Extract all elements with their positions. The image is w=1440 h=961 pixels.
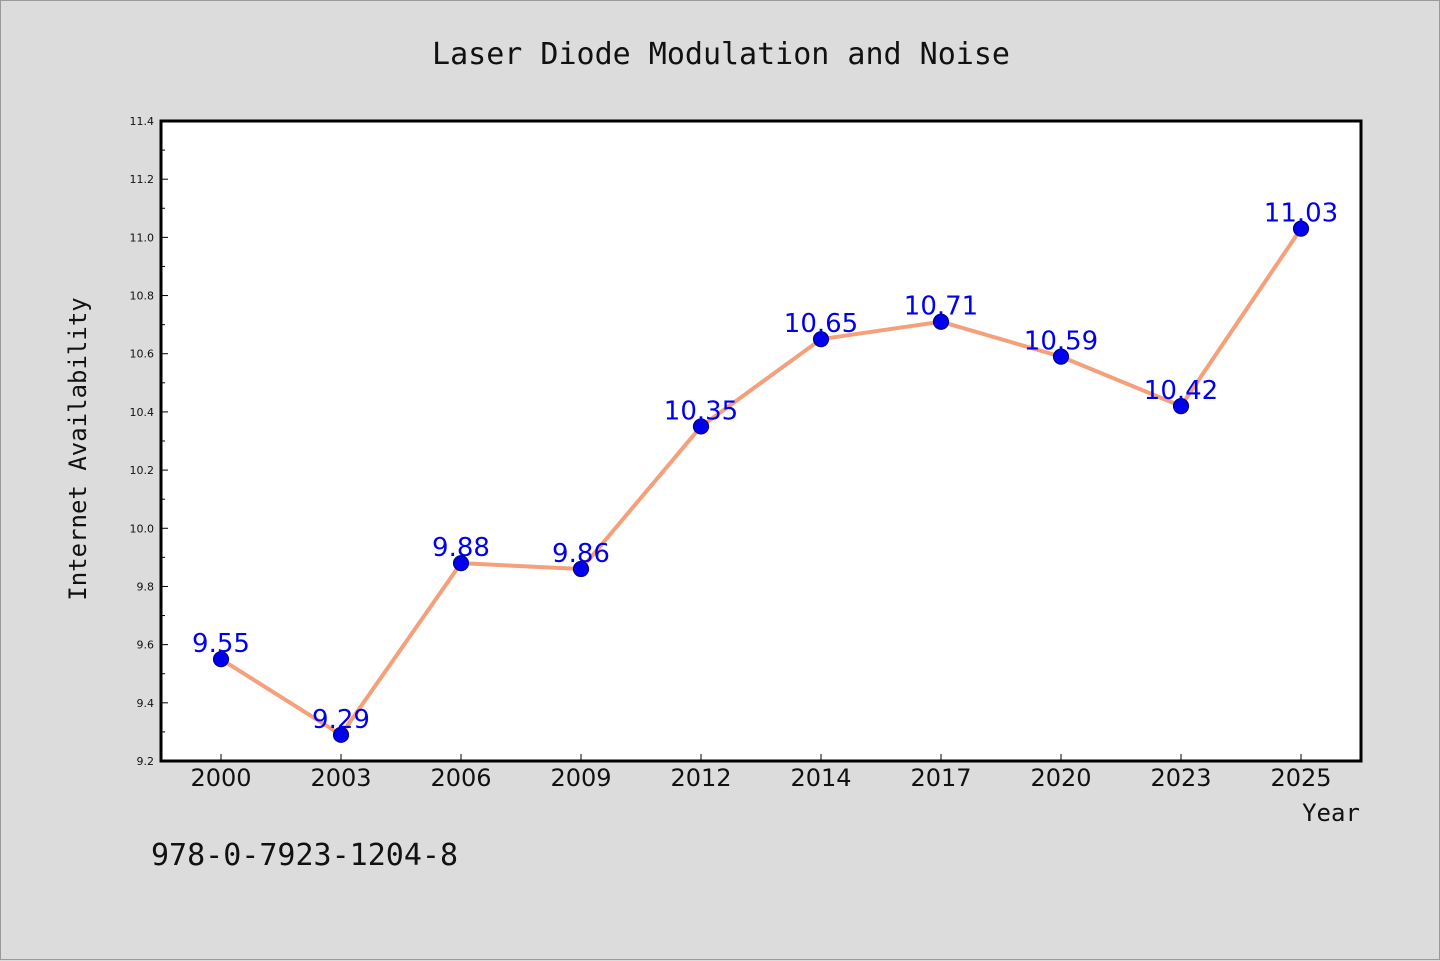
data-point [572, 560, 590, 578]
x-tick-label: 2000 [190, 764, 251, 792]
data-point [812, 331, 830, 348]
y-tick-label: 9.6 [137, 639, 155, 652]
x-axis-ticks: 2000 2003 2006 2009 2012 2014 2017 2020 2023 2025 [190, 754, 1332, 792]
data-point [1292, 220, 1310, 237]
x-tick-label: 2012 [670, 764, 731, 792]
x-axis-label: Year [1302, 799, 1360, 827]
y-tick-label: 10.8 [130, 290, 155, 303]
data-label: 10.42 [1144, 376, 1218, 406]
chart-title: Laser Diode Modulation and Noise [432, 37, 1010, 72]
series-line [219, 227, 1303, 737]
x-tick-label: 2020 [1030, 764, 1091, 792]
y-tick-label: 10.2 [130, 464, 155, 477]
y-axis-label: Internet Availability [64, 297, 92, 600]
data-label: 9.29 [312, 705, 370, 735]
x-tick-label: 2006 [430, 764, 491, 792]
x-tick-label: 2017 [910, 764, 971, 792]
series-layer [212, 220, 1310, 743]
data-label: 10.59 [1024, 327, 1098, 357]
data-point [1052, 348, 1070, 365]
y-axis-ticks: 9.2 9.4 9.6 9.8 10.0 10.2 10.4 10.6 10.8 11.0 11.2… [130, 115, 168, 768]
data-label: 10.71 [904, 292, 978, 322]
data-label: 11.03 [1264, 199, 1338, 229]
data-label: 10.35 [664, 396, 738, 426]
data-point [452, 555, 470, 572]
data-point [692, 418, 710, 435]
y-tick-label: 10.0 [130, 522, 155, 535]
data-labels-layer: 9.55 9.29 9.88 9.86 10.35 10.65 10.71 10.59 10.4… [192, 199, 1338, 735]
data-point [932, 313, 950, 330]
data-point [1172, 397, 1190, 415]
data-point [332, 726, 350, 743]
data-label: 9.88 [432, 533, 490, 563]
x-tick-label: 2014 [790, 764, 851, 792]
y-tick-label: 9.8 [137, 580, 155, 593]
y-tick-label: 11.0 [130, 231, 155, 244]
data-label: 9.55 [192, 629, 250, 659]
y-tick-label: 11.2 [130, 173, 155, 186]
x-tick-label: 2023 [1150, 764, 1211, 792]
y-tick-label: 10.6 [130, 348, 155, 361]
data-label: 10.65 [784, 309, 858, 339]
data-point [212, 651, 230, 668]
x-tick-label: 2025 [1270, 764, 1331, 792]
footnote-isbn: 978-0-7923-1204-8 [151, 838, 458, 873]
y-tick-label: 9.2 [137, 755, 155, 768]
plot-area [159, 119, 1363, 763]
x-tick-label: 2009 [550, 764, 611, 792]
y-tick-label: 9.4 [137, 697, 155, 710]
y-tick-label: 10.4 [130, 406, 155, 419]
y-tick-label: 11.4 [130, 115, 155, 128]
x-tick-label: 2003 [310, 764, 371, 792]
data-label: 9.86 [552, 539, 610, 569]
